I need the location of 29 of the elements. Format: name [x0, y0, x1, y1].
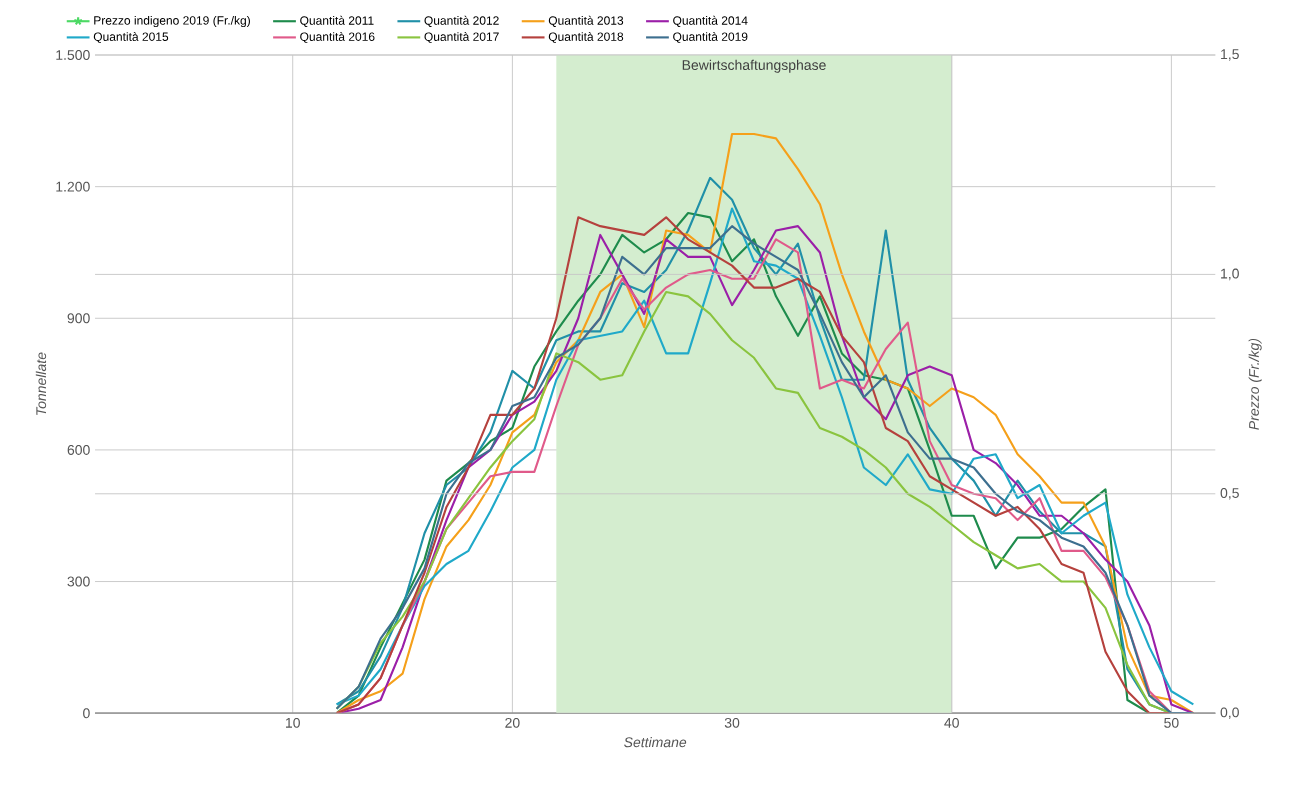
y2-axis-title: Prezzo (Fr./kg): [1248, 339, 1262, 430]
x-tick-label: 50: [1164, 718, 1179, 729]
legend-label: Quantità 2017: [424, 32, 499, 44]
legend-label: Quantità 2016: [300, 32, 375, 44]
y2-tick-label: 1,0: [1221, 268, 1239, 281]
y2-tick-label: 1,5: [1221, 49, 1239, 61]
y-tick-label: 300: [67, 576, 90, 587]
legend-label: Quantità 2011: [300, 16, 374, 28]
legend-label: Quantità 2012: [424, 16, 499, 28]
legend-label: Quantità 2018: [548, 32, 624, 44]
y-tick-label: 1.500: [56, 50, 90, 61]
x-tick-label: 40: [944, 718, 959, 729]
y2-tick-label: 0,0: [1220, 707, 1239, 720]
y2-tick-label: 0,5: [1220, 488, 1239, 500]
legend-label: Quantità 2014: [673, 16, 748, 28]
x-axis-title: Settimane: [624, 737, 687, 748]
legend-label: Prezzo indigeno 2019 (Fr./kg): [94, 16, 250, 28]
band-label: Bewirtschaftungsphase: [682, 59, 826, 74]
y-tick-label: 600: [67, 445, 90, 456]
x-tick-label: 20: [505, 718, 520, 729]
y-tick-label: 900: [67, 313, 90, 324]
x-tick-label: 10: [286, 718, 300, 729]
legend-label: Quantità 2015: [93, 32, 169, 44]
x-tick-label: 30: [724, 718, 740, 729]
legend-label: Quantità 2013: [548, 16, 624, 28]
y-tick-label: 1.200: [56, 181, 90, 192]
legend-label: Quantità 2019: [673, 32, 748, 44]
y-tick-label: 0: [83, 708, 90, 719]
y-axis-title: Tonnellate: [35, 352, 47, 416]
